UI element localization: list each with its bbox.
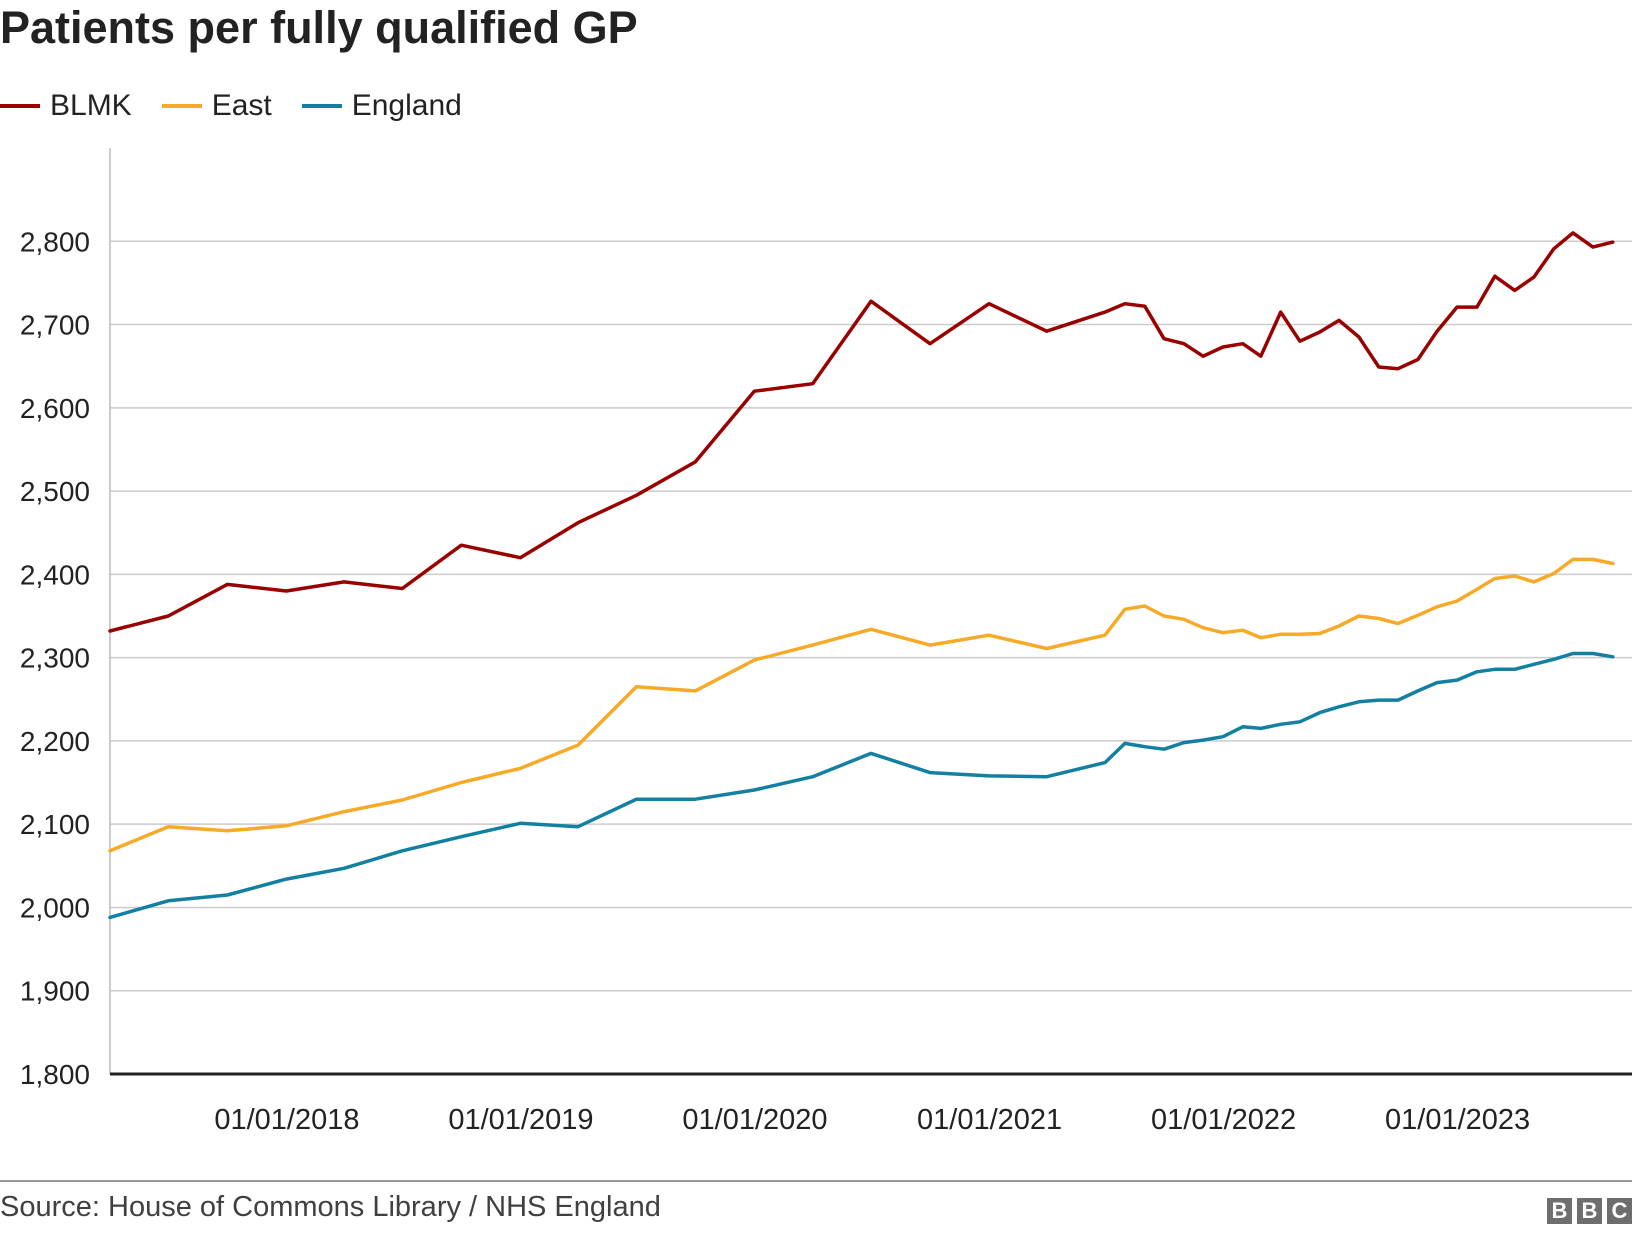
x-tick-label: 01/01/2020 [682, 1104, 827, 1136]
y-tick-label: 2,000 [20, 892, 90, 923]
bbc-logo-letter: B [1577, 1198, 1602, 1224]
legend-swatch-blmk [0, 104, 40, 108]
legend-label-east: East [211, 89, 272, 122]
footer-divider [0, 1180, 1632, 1182]
y-tick-label: 1,900 [20, 976, 90, 1007]
bbc-logo-letter: B [1547, 1198, 1572, 1224]
legend-label-england: England [351, 89, 462, 122]
y-tick-label: 2,600 [20, 393, 90, 424]
legend-item-east: East [161, 89, 272, 123]
legend-label-blmk: BLMK [50, 89, 132, 122]
chart-title: Patients per fully qualified GP [0, 2, 638, 53]
x-tick-label: 01/01/2021 [917, 1104, 1062, 1136]
source-note: Source: House of Commons Library / NHS E… [0, 1191, 661, 1223]
y-tick-label: 2,400 [20, 559, 90, 590]
bbc-logo: B B C [1547, 1198, 1632, 1224]
y-tick-label: 2,300 [20, 643, 90, 674]
x-tick-label: 01/01/2019 [448, 1104, 593, 1136]
y-tick-label: 1,800 [20, 1059, 90, 1090]
series-line-blmk [108, 231, 1615, 633]
y-tick-label: 2,100 [20, 809, 90, 840]
y-tick-label: 2,200 [20, 726, 90, 757]
line-chart: 1,800 1,900 2,000 2,100 2,200 2,300 2,400 2,500… [20, 148, 1632, 1136]
legend-item-england: England [301, 89, 462, 123]
legend-swatch-england [301, 104, 342, 108]
legend-swatch-east [161, 104, 202, 108]
x-tick-label: 01/01/2022 [1151, 1104, 1296, 1136]
legend-item-blmk: BLMK [0, 89, 132, 123]
chart-legend: BLMK East England [0, 84, 492, 128]
x-tick-label: 01/01/2023 [1385, 1104, 1530, 1136]
series-line-east [108, 557, 1615, 853]
y-tick-label: 2,800 [20, 226, 90, 257]
x-tick-label: 01/01/2018 [214, 1104, 359, 1136]
y-tick-label: 2,700 [20, 310, 90, 341]
bbc-logo-letter: C [1607, 1198, 1632, 1224]
series-line-england [108, 651, 1615, 920]
y-tick-label: 2,500 [20, 476, 90, 507]
